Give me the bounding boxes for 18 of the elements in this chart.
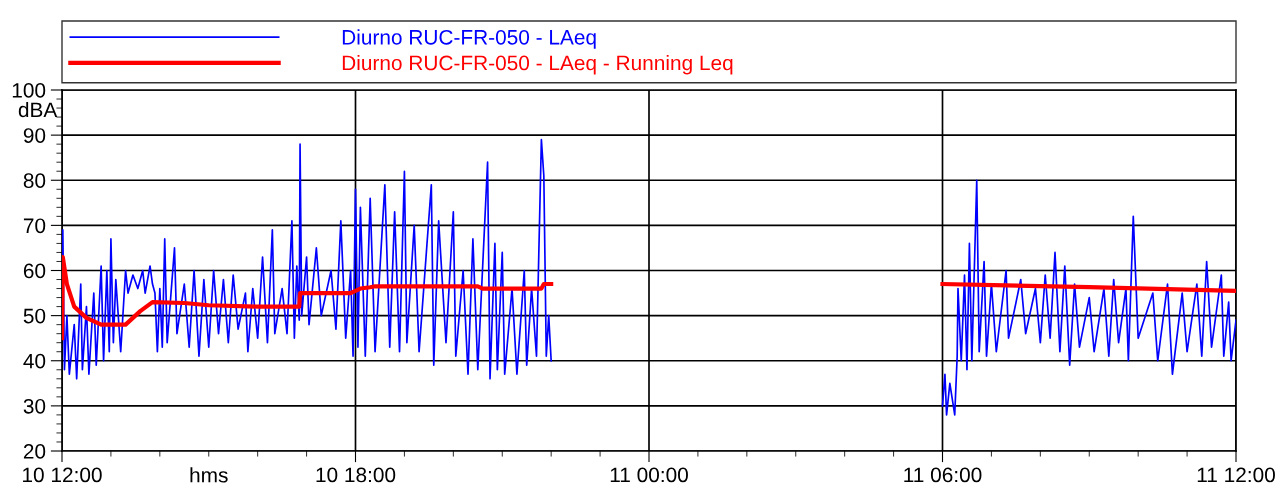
y-tick-label: 70 — [23, 218, 46, 234]
y-axis-title: dBA — [18, 101, 58, 118]
y-tick-label: 90 — [23, 128, 46, 143]
y-tick-label: 40 — [23, 353, 46, 369]
y-tick-label: 30 — [23, 398, 46, 414]
y-tick-label: 80 — [23, 173, 46, 188]
text: Diurno RUC-FR-050 - LAeq — [342, 29, 596, 49]
x-tick-label: 11 00:00 — [610, 467, 688, 483]
y-tick-label: 20 — [23, 444, 46, 459]
y-tick-label: 50 — [23, 308, 46, 324]
x-tick-label: 10 18:00 — [316, 467, 396, 483]
x-axis-title: hms — [190, 467, 228, 483]
x-tick-label: 11 12:00 — [1197, 467, 1275, 483]
x-tick-label: 11 06:00 — [904, 467, 982, 483]
text: Diurno RUC-FR-050 - LAeq - Running Leq — [342, 55, 733, 75]
y-tick-label: 100 — [12, 83, 46, 98]
x-tick-label: 10 12:00 — [23, 467, 102, 483]
y-tick-label: 60 — [23, 263, 46, 279]
